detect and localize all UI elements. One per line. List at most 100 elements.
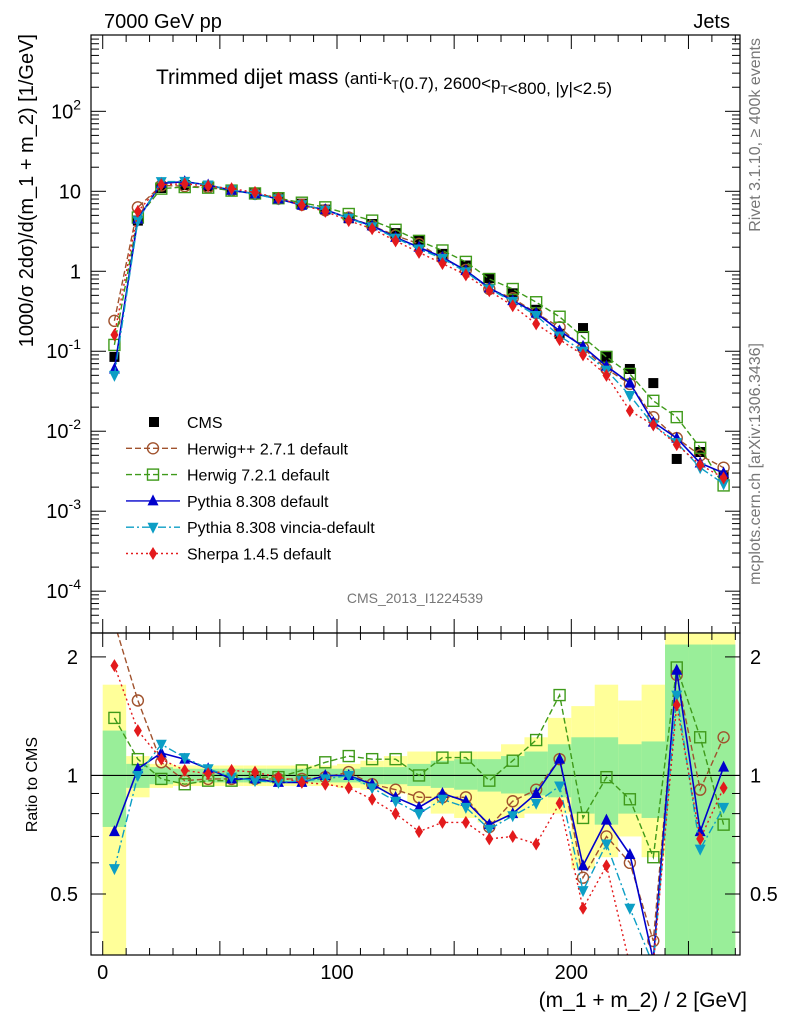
title-cuts-text: (0.7), 2600<p xyxy=(399,74,501,93)
series-point xyxy=(251,185,260,199)
series-point xyxy=(718,479,730,491)
inner-band xyxy=(501,756,525,794)
ratio-point xyxy=(389,752,402,766)
series-point xyxy=(553,310,566,323)
legend-label: Herwig 7.2.1 default xyxy=(187,468,330,485)
ratio-point xyxy=(530,786,542,798)
ratio-point xyxy=(108,864,120,876)
y-tick-base: 10 xyxy=(51,101,73,123)
inner-band xyxy=(641,741,666,818)
ratio-point xyxy=(343,770,355,782)
y-tick-exponent: -4 xyxy=(69,576,82,592)
ratio-point xyxy=(436,751,449,764)
ratio-series-3 xyxy=(108,690,730,955)
ratio-point xyxy=(576,871,590,884)
ratio-point xyxy=(179,753,191,765)
legend-item: Pythia 8.308 default xyxy=(126,494,329,511)
series-point xyxy=(110,328,119,342)
y-tick-base: 1 xyxy=(70,261,81,283)
inner-band xyxy=(688,644,712,955)
ratio-point xyxy=(157,752,166,766)
legend-marker xyxy=(149,547,157,560)
ratio-point xyxy=(623,793,637,806)
series-point xyxy=(647,394,660,408)
inner-band xyxy=(454,759,478,790)
ratio-point xyxy=(600,770,613,784)
ratio-point xyxy=(719,781,728,795)
data-point xyxy=(648,378,659,389)
ratio-point xyxy=(297,775,306,789)
y-tick-label: 10-2 xyxy=(46,416,81,443)
ratio-point xyxy=(600,839,612,851)
ratio-y-axis-label: Ratio to CMS xyxy=(24,737,41,832)
ratio-point xyxy=(132,770,144,782)
ratio-frame xyxy=(90,632,741,956)
ratio-point xyxy=(110,659,119,673)
ratio-point xyxy=(507,811,519,823)
ratio-point xyxy=(717,818,730,831)
y-tick-label: 1 xyxy=(70,261,81,283)
ratio-point xyxy=(132,762,144,774)
legend-label: Sherpa 1.4.5 default xyxy=(187,547,332,564)
ratio-point xyxy=(554,752,566,764)
ratio-point xyxy=(529,733,543,747)
series-point xyxy=(624,376,636,388)
series-point xyxy=(274,191,283,205)
data-point xyxy=(578,323,589,334)
ratio-point xyxy=(672,698,681,712)
series-point xyxy=(108,362,120,374)
y-tick-exponent: 2 xyxy=(73,96,81,112)
series-point xyxy=(391,234,400,248)
ratio-point xyxy=(368,792,377,806)
series-3 xyxy=(108,175,730,478)
y-tick-exponent: -2 xyxy=(69,416,82,432)
series-point xyxy=(344,214,353,228)
ratio-series-4 xyxy=(110,659,728,955)
ratio-point xyxy=(483,824,495,836)
ratio-point xyxy=(694,825,706,837)
ratio-point xyxy=(671,663,683,675)
inner-band xyxy=(594,737,619,825)
inner-band xyxy=(711,644,736,955)
ratio-y-tick-label-right: 0.5 xyxy=(750,884,778,906)
series-0 xyxy=(109,179,729,481)
ratio-point xyxy=(624,903,636,915)
data-point xyxy=(601,351,612,362)
ratio-point xyxy=(133,724,142,738)
ratio-point xyxy=(180,763,189,777)
ratio-line xyxy=(113,694,725,955)
ratio-y-tick-label: 0.5 xyxy=(50,884,78,906)
ratio-point xyxy=(366,783,378,795)
legend-item: Herwig 7.2.1 default xyxy=(126,468,330,485)
ratio-point xyxy=(718,802,730,814)
ratio-point xyxy=(647,851,660,864)
ratio-point xyxy=(506,795,519,808)
y-tick-base: 10 xyxy=(46,341,68,363)
title-cuts-text: <800, |y|<2.5) xyxy=(508,79,612,98)
series-point xyxy=(227,182,236,196)
series-point xyxy=(670,410,683,424)
y-tick-label: 10-1 xyxy=(46,336,81,363)
legend-marker xyxy=(147,494,159,506)
series-point xyxy=(649,418,658,432)
y-tick-exponent: -3 xyxy=(69,496,82,512)
series-point xyxy=(297,198,306,212)
series-point xyxy=(624,390,636,402)
series-point xyxy=(204,179,213,193)
ratio-y-tick-label: 2 xyxy=(67,647,78,669)
series-5 xyxy=(110,177,728,485)
ratio-point xyxy=(460,802,472,814)
series-point xyxy=(485,284,494,298)
series-point xyxy=(438,257,447,271)
ratio-point xyxy=(485,832,494,846)
header-left: 7000 GeV pp xyxy=(104,11,222,33)
inner-band xyxy=(102,730,127,827)
series-point xyxy=(133,204,142,218)
chart-title-cuts: (anti-kT(0.7), 2600<pT<800, |y|<2.5) xyxy=(344,69,612,98)
ratio-point xyxy=(413,809,425,821)
series-point xyxy=(157,178,166,192)
ratio-point xyxy=(108,711,121,725)
series-point xyxy=(368,222,377,236)
ratio-point xyxy=(204,767,213,781)
